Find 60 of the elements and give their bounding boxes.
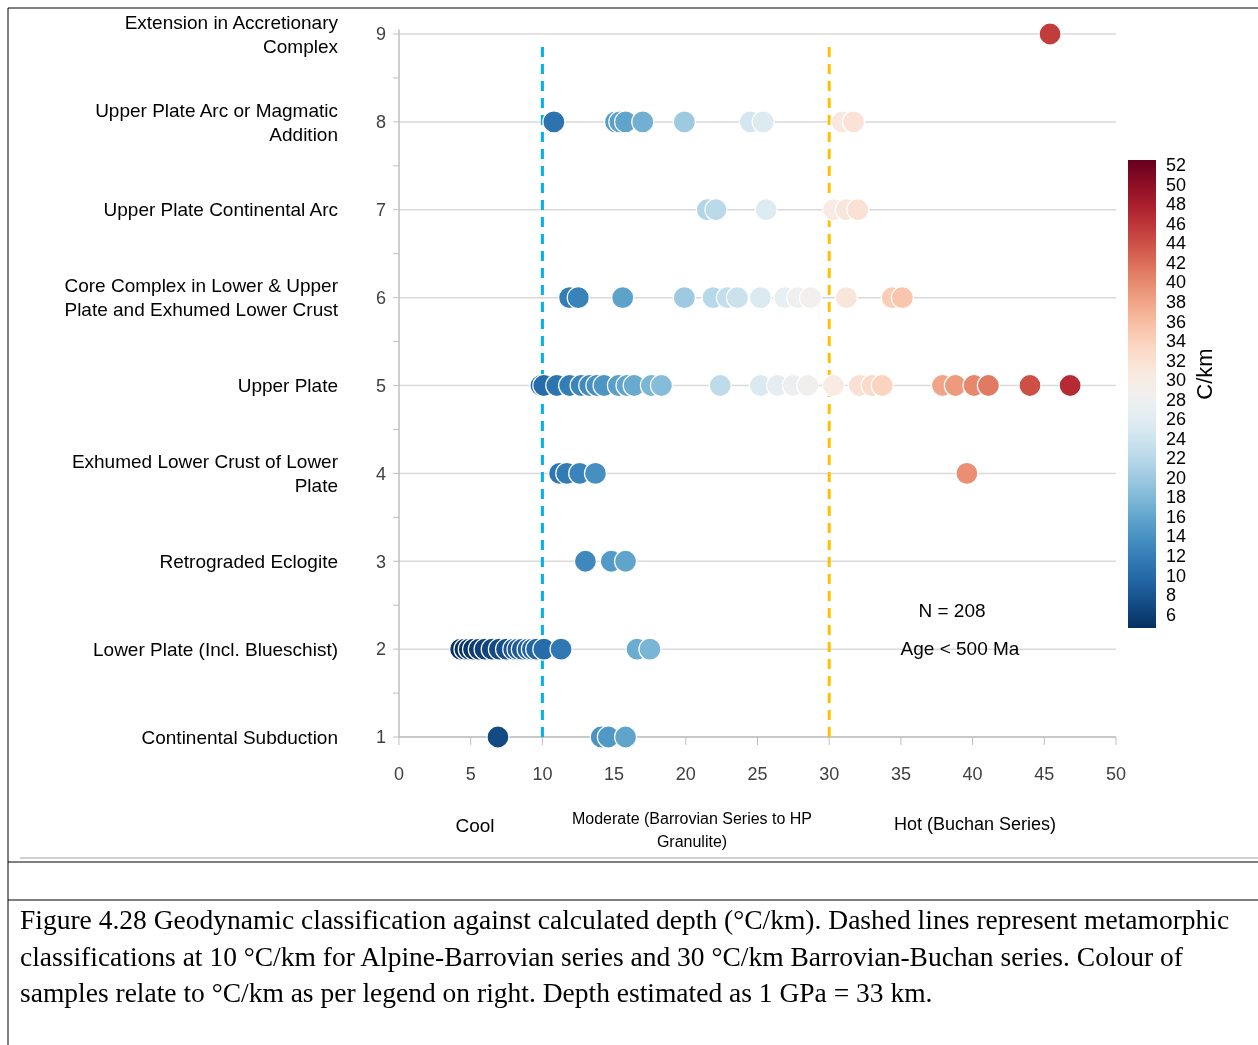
annotation: Age < 500 Ma [900, 637, 1020, 659]
text: Moderate (Barrovian Series to HP Granulite) [571, 809, 813, 850]
y-tick-label: 6 [375, 287, 387, 308]
color-bar-label: 10 [1166, 565, 1187, 586]
color-bar-label: 42 [1166, 252, 1187, 273]
y-tick-label: 3 [375, 551, 387, 572]
y-tick-label: 1 [375, 727, 387, 748]
y-tick-label: 5 [375, 375, 387, 396]
x-tick-label: 15 [604, 764, 625, 785]
x-tick-label: 25 [747, 764, 768, 785]
annotation: N = 208 [918, 599, 986, 621]
text: Hot (Buchan Series) [893, 814, 1057, 835]
color-bar-label: 22 [1166, 448, 1187, 469]
color-bar-label: 28 [1166, 389, 1187, 410]
color-bar-label: 52 [1166, 155, 1187, 176]
text: Upper Plate Continental Arc [103, 199, 338, 221]
color-bar-title: C/km [1192, 348, 1217, 400]
x-tick-label: 35 [890, 764, 911, 785]
x-tick-label: 10 [532, 764, 553, 785]
x-tick-label: 30 [819, 764, 840, 785]
x-tick-label: 20 [675, 764, 696, 785]
x-tick-label: 45 [1034, 764, 1055, 785]
color-bar-label: 8 [1166, 585, 1177, 606]
color-bar-label: 16 [1166, 506, 1187, 527]
text: Continental Subduction [141, 726, 338, 748]
color-bar-label: 30 [1166, 370, 1187, 391]
color-bar-label: 40 [1166, 272, 1187, 293]
text: Core Complex in Lower & Upper Plate and Exhumed Lower Crust [64, 275, 339, 321]
caption: Figure 4.28 Geodynamic classification against calculated depth (°C/km). Dashed lines represent metamorphic classifications at 10 °C/km for Alpine-Barrovian series and 30 °C/km Barrovian-Buchan series. Colour of samples relate to °C/km as per legend on right. Depth estimated as 1 GPa = 33 km. [20, 903, 1231, 1010]
x-tick-label: 50 [1105, 764, 1127, 785]
color-bar-label: 14 [1166, 526, 1187, 547]
y-tick-label: 4 [375, 463, 387, 484]
color-bar-label: 36 [1166, 311, 1187, 332]
color-bar-label: 32 [1166, 350, 1187, 371]
color-bar-label: 34 [1166, 331, 1187, 352]
color-bar-label: 12 [1166, 546, 1187, 566]
color-bar-label: 20 [1166, 467, 1187, 488]
text: Upper Plate [237, 375, 338, 397]
color-bar-label: 38 [1166, 291, 1187, 312]
y-tick-label: 7 [375, 200, 387, 221]
y-tick-label: 2 [375, 639, 387, 660]
text: Upper Plate Arc or Magmatic Addition [95, 99, 338, 145]
y-tick-label: 9 [375, 24, 387, 45]
text: Cool [455, 814, 495, 836]
x-tick-label: 5 [465, 764, 476, 785]
y-tick-label: 8 [375, 112, 387, 133]
text: Exhumed Lower Crust of Lower Plate [71, 451, 339, 497]
x-tick-label: 40 [962, 764, 983, 785]
text: Lower Plate (Incl. Blueschist) [93, 638, 338, 660]
color-bar-label: 18 [1166, 487, 1187, 508]
text: Retrograded Eclogite [159, 550, 338, 572]
color-bar-label: 44 [1166, 233, 1187, 254]
color-bar-label: 50 [1166, 174, 1187, 195]
color-bar-label: 6 [1166, 604, 1177, 625]
color-bar-label: 24 [1166, 428, 1187, 449]
color-bar-label: 46 [1166, 213, 1187, 234]
x-tick-label: 0 [393, 764, 405, 785]
text: Extension in Accretionary Complex [124, 11, 339, 57]
color-bar-label: 26 [1166, 409, 1187, 430]
color-bar-label: 48 [1166, 194, 1187, 215]
